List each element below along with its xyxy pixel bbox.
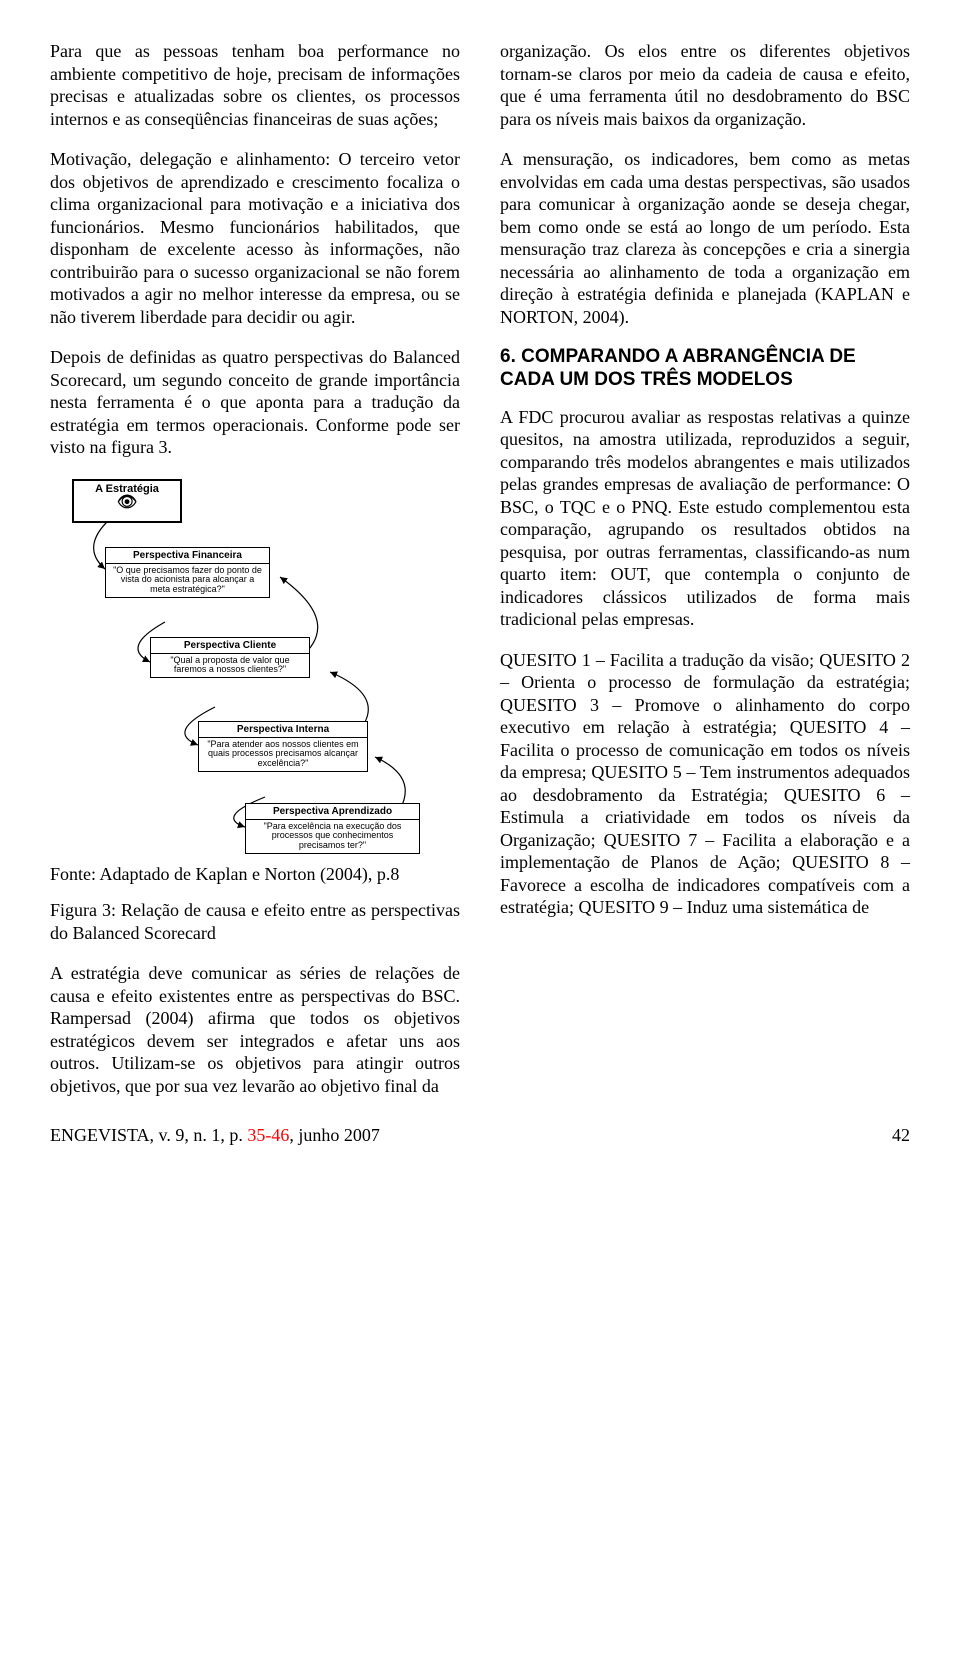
perspectiva-interna-body: "Para atender aos nossos clientes em qua… [199,738,367,772]
footer-rest: , junho 2007 [289,1125,380,1145]
perspectiva-aprendizado-body: "Para excelência na execução dos process… [246,820,419,854]
footer-page-number: 42 [892,1125,910,1146]
perspectiva-cliente-header: Perspectiva Cliente [151,638,309,654]
figure-source: Fonte: Adaptado de Kaplan e Norton (2004… [50,863,460,886]
perspectiva-cliente-body: "Qual a proposta de valor que faremos a … [151,654,309,678]
left-paragraph-1: Para que as pessoas tenham boa performan… [50,40,460,130]
perspectiva-financeira-box: Perspectiva Financeira "O que precisamos… [105,547,270,599]
right-paragraph-3: A FDC procurou avaliar as respostas rela… [500,406,910,631]
page-footer: ENGEVISTA, v. 9, n. 1, p. 35-46, junho 2… [50,1125,910,1146]
figure-3-diagram: A Estratégia 👁 Perspectiva Financeira "O… [50,477,430,857]
perspectiva-aprendizado-box: Perspectiva Aprendizado "Para excelência… [245,803,420,855]
figure-caption: Figura 3: Relação de causa e efeito entr… [50,899,460,944]
perspectiva-aprendizado-header: Perspectiva Aprendizado [246,804,419,820]
perspectiva-financeira-header: Perspectiva Financeira [106,548,269,564]
footer-journal: ENGEVISTA, v. 9, n. 1, p. [50,1125,247,1145]
figure-title-box: A Estratégia 👁 [72,479,182,523]
right-paragraph-1: organização. Os elos entre os diferentes… [500,40,910,130]
right-paragraph-2: A mensuração, os indicadores, bem como a… [500,148,910,328]
section-heading-6: 6. COMPARANDO A ABRANGÊNCIA DE CADA UM D… [500,346,910,392]
left-paragraph-4: A estratégia deve comunicar as séries de… [50,962,460,1097]
perspectiva-financeira-body: "O que precisamos fazer do ponto de vist… [106,564,269,598]
footer-pages: 35-46 [247,1125,289,1145]
left-paragraph-3: Depois de definidas as quatro perspectiv… [50,346,460,459]
left-paragraph-2: Motivação, delegação e alinhamento: O te… [50,148,460,328]
right-paragraph-4-quesitos: QUESITO 1 – Facilita a tradução da visão… [500,649,910,919]
perspectiva-cliente-box: Perspectiva Cliente "Qual a proposta de … [150,637,310,679]
right-column: organização. Os elos entre os diferentes… [500,40,910,1097]
perspectiva-interna-header: Perspectiva Interna [199,722,367,738]
left-column: Para que as pessoas tenham boa performan… [50,40,460,1097]
perspectiva-interna-box: Perspectiva Interna "Para atender aos no… [198,721,368,773]
eye-icon: 👁 [82,495,172,511]
figure-title: A Estratégia [95,483,159,495]
